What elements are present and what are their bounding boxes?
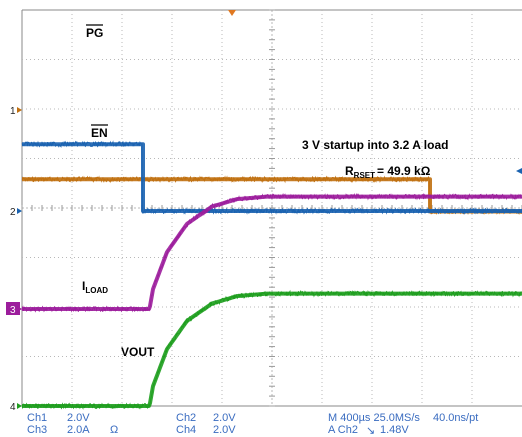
- ch3-scale: 2.0A: [67, 424, 90, 436]
- ch4-label: VOUT: [121, 345, 155, 359]
- ch3-trace-noise: [21, 192, 522, 313]
- ch3-name: Ch3: [27, 424, 48, 436]
- channel-markers: 1 2 3 4: [6, 10, 522, 413]
- marker-ch4-arrow: [17, 403, 22, 409]
- traces: [21, 140, 522, 410]
- marker-ch4: 4: [10, 402, 22, 413]
- ch4-name: Ch4: [176, 424, 197, 436]
- marker-ch3-box: [6, 302, 20, 315]
- trigger-slope-icon: ↘: [366, 425, 376, 437]
- chart-subtitle: RRSET = 49.9 kΩ: [345, 164, 431, 180]
- chart-title: 3 V startup into 3.2 A load: [302, 138, 448, 152]
- ch2-label: EN: [91, 126, 108, 140]
- ch2-name: Ch2: [176, 412, 197, 424]
- ch4-scale: 2.0V: [213, 424, 236, 436]
- timebase-readout: M 400µs 25.0MS/s: [328, 412, 420, 424]
- marker-ch2: 2: [10, 207, 22, 218]
- marker-ch3-arrow: [17, 306, 22, 312]
- trigger-time-marker: [228, 10, 236, 16]
- ch1-scale: 2.0V: [67, 412, 90, 424]
- trigger-level-readout: 1.48V: [380, 424, 409, 436]
- marker-ch1-arrow: [17, 107, 22, 113]
- ch3-label: ILOAD: [82, 279, 108, 295]
- marker-ch1: 1: [10, 106, 22, 117]
- graticule: [21, 9, 522, 407]
- ch3-unit: Ω: [110, 424, 119, 436]
- ch2-scale: 2.0V: [213, 412, 236, 424]
- ch2-trace-noise: [21, 140, 522, 215]
- marker-ch2-arrow: [17, 208, 22, 214]
- ch1-label: PG: [86, 26, 103, 40]
- marker-ch3-number: 3: [10, 305, 16, 316]
- marker-ch2-number: 2: [10, 207, 16, 218]
- marker-ch3: 3: [6, 302, 22, 316]
- marker-ch1-number: 1: [10, 106, 16, 117]
- trigger-source-readout: A Ch2: [328, 424, 358, 436]
- marker-ch4-number: 4: [10, 402, 16, 413]
- ch1-name: Ch1: [27, 412, 48, 424]
- ch4-trace-noise: [21, 289, 522, 410]
- record-length-readout: 40.0ns/pt: [433, 412, 479, 424]
- trigger-level-marker: [516, 168, 522, 174]
